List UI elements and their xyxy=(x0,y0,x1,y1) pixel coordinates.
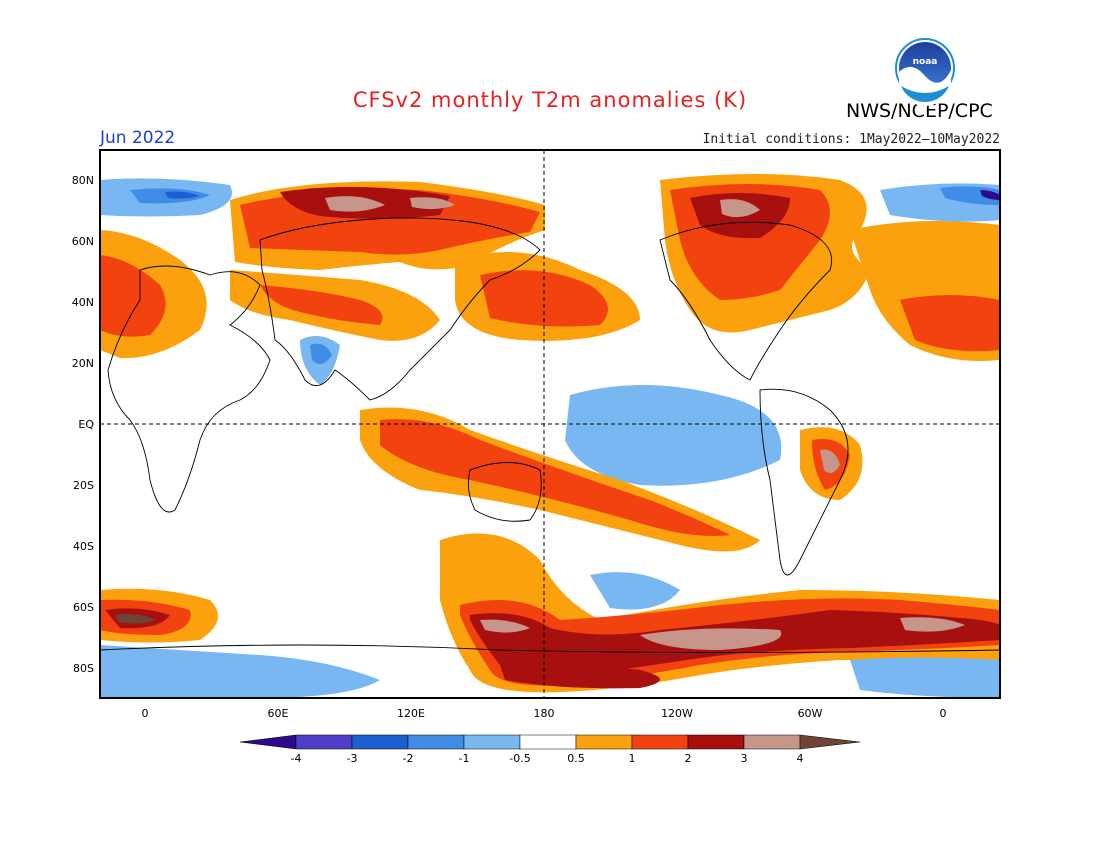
colorbar-bin xyxy=(743,734,801,750)
colorbar-label: -0.5 xyxy=(509,752,530,765)
chart-title: CFSv2 monthly T2m anomalies (K) xyxy=(352,88,748,112)
colorbar-label: 4 xyxy=(797,752,804,765)
continent-outlines xyxy=(100,217,1000,653)
colorbar-label: -3 xyxy=(347,752,358,765)
colorbar-label: -1 xyxy=(459,752,470,765)
lon-tick-0-east: 0 xyxy=(940,707,947,720)
colorbar-label: 0.5 xyxy=(567,752,585,765)
lon-tick-60e: 60E xyxy=(268,707,289,720)
lat-tick-20s: 20S xyxy=(73,479,94,492)
colorbar-label: 2 xyxy=(685,752,692,765)
lon-axis: 0 60E 120E 180 120W 60W 0 xyxy=(142,707,947,720)
lat-tick-20n: 20N xyxy=(72,357,94,370)
lat-axis: 80N 60N 40N 20N EQ 20S 40S 60S 80S xyxy=(72,174,95,675)
forecast-month: Jun 2022 xyxy=(100,128,176,148)
lat-tick-40s: 40S xyxy=(73,540,94,553)
colorbar-bin xyxy=(519,734,577,750)
colorbar-label: -2 xyxy=(403,752,414,765)
colorbar-upper-arrow xyxy=(799,734,861,750)
colorbar-bin xyxy=(295,734,353,750)
colorbar-bin xyxy=(687,734,745,750)
lat-tick-40n: 40N xyxy=(72,296,94,309)
lon-tick-180: 180 xyxy=(534,707,555,720)
colorbar-bin xyxy=(351,734,409,750)
agency-label: NWS/NCEP/CPC xyxy=(846,100,993,122)
colorbar: -4 -3 -2 -1 -0.5 0.5 1 2 3 4 xyxy=(239,734,861,765)
noaa-logo-text: noaa xyxy=(913,57,938,67)
map-frame xyxy=(99,149,1001,699)
lon-tick-60w: 60W xyxy=(798,707,823,720)
colorbar-label: 1 xyxy=(629,752,636,765)
colorbar-label: -4 xyxy=(291,752,302,765)
colorbar-bin xyxy=(407,734,465,750)
lon-tick-120e: 120E xyxy=(397,707,425,720)
noaa-logo: noaa xyxy=(895,38,955,106)
initial-conditions: Initial conditions: 1May2022–10May2022 xyxy=(702,132,1000,147)
lat-tick-eq: EQ xyxy=(78,418,94,431)
lat-tick-60s: 60S xyxy=(73,601,94,614)
lon-tick-120w: 120W xyxy=(661,707,693,720)
colorbar-bin xyxy=(631,734,689,750)
lat-tick-80s: 80S xyxy=(73,662,94,675)
colorbar-label: 3 xyxy=(741,752,748,765)
lon-tick-0: 0 xyxy=(142,707,149,720)
lat-tick-80n: 80N xyxy=(72,174,94,187)
colorbar-bin xyxy=(463,734,521,750)
colorbar-bin xyxy=(575,734,633,750)
lat-tick-60n: 60N xyxy=(72,235,94,248)
colorbar-lower-arrow xyxy=(239,734,297,750)
